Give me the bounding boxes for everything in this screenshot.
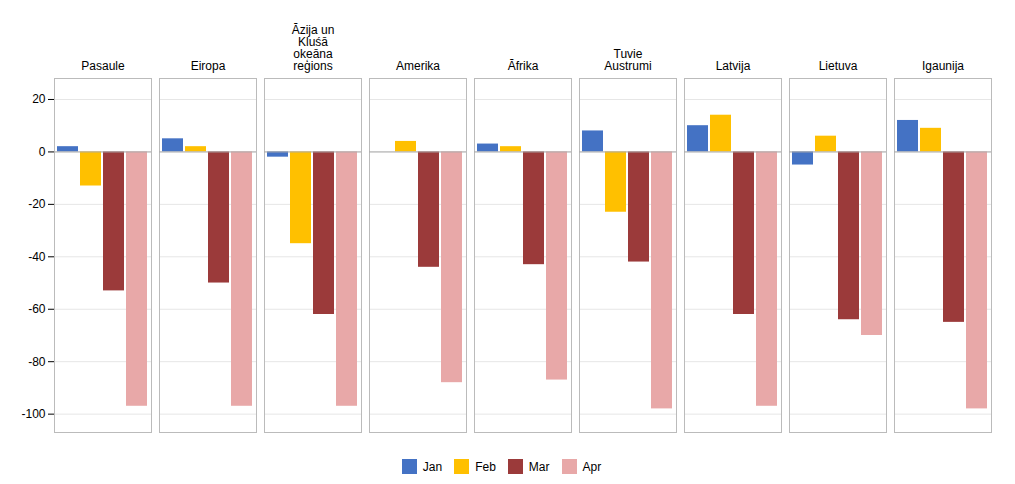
svg-text:Amerika: Amerika [396, 59, 440, 73]
svg-text:TuvieAustrumi: TuvieAustrumi [604, 47, 651, 73]
svg-text:-40: -40 [28, 250, 46, 264]
html-text:Apr: Apr [582, 459, 602, 474]
svg-text:Āzija unKluśāokeānareģions: Āzija unKluśāokeānareģions [292, 23, 335, 73]
svg-text:0: 0 [39, 145, 46, 159]
html-text:Mar: Mar [528, 459, 550, 474]
html-text:Jan: Jan [422, 459, 443, 474]
svg-text:Igaunija: Igaunija [922, 59, 964, 73]
svg-text:Lietuva: Lietuva [819, 59, 858, 73]
svg-text:-20: -20 [28, 197, 46, 211]
svg-text:Eiropa: Eiropa [191, 59, 226, 73]
svg-text:-60: -60 [28, 302, 46, 316]
svg-text:Latvija: Latvija [716, 59, 751, 73]
svg-text:Āfrika: Āfrika [508, 59, 539, 73]
html-text:Feb: Feb [475, 459, 496, 474]
svg-text:-100: -100 [21, 407, 45, 421]
svg-text:20: 20 [32, 92, 46, 106]
svg-text:-80: -80 [28, 355, 46, 369]
svg-text:Pasaule: Pasaule [81, 59, 125, 73]
